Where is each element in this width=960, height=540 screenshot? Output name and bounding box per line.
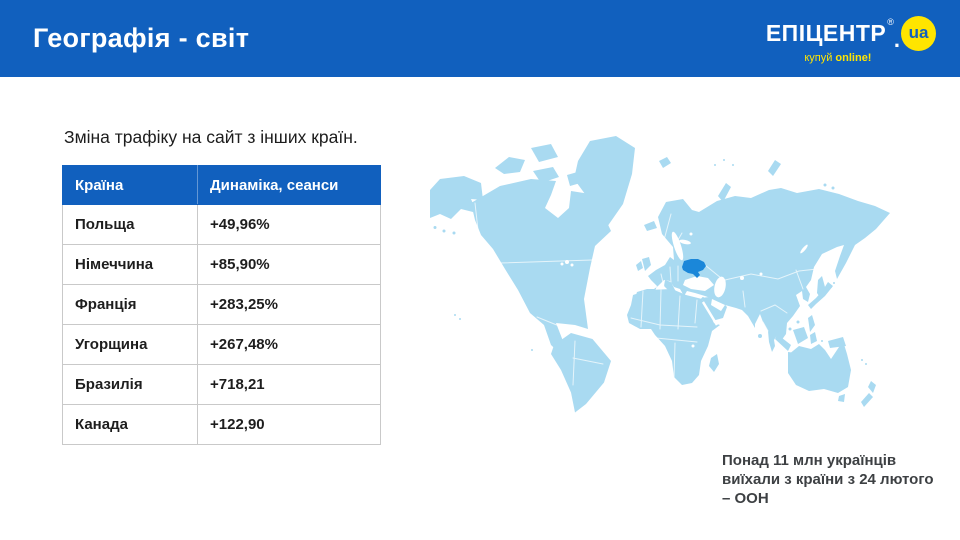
registered-mark: ® [887,16,894,27]
traffic-table-wrap: Країна Динаміка, сеанси Польща +49,96% Н… [62,165,381,445]
value-cell: +267,48% [197,324,381,365]
country-cell: Франція [62,284,198,325]
table-header-row: Країна Динаміка, сеанси [62,165,381,205]
country-cell: Польща [62,204,198,245]
table-row: Франція +283,25% [62,284,381,325]
col-country: Країна [62,165,198,205]
col-dynamics: Динаміка, сеанси [197,165,381,205]
un-note: Понад 11 млн українців виїхали з країни … [722,452,934,508]
table-caption: Зміна трафіку на сайт з інших країн. [64,127,358,147]
page-title: Географія - світ [33,23,250,53]
table-row: Канада +122,90 [62,404,381,445]
country-cell: Німеччина [62,244,198,285]
traffic-table: Країна Динаміка, сеанси Польща +49,96% Н… [62,165,381,445]
logo-dot: . [893,26,900,52]
ukraine-highlight [682,259,706,278]
value-cell: +85,90% [197,244,381,285]
value-cell: +283,25% [197,284,381,325]
country-cell: Канада [62,404,198,445]
table-row: Угорщина +267,48% [62,324,381,365]
table-row: Польща +49,96% [62,204,381,245]
value-cell: +122,90 [197,404,381,445]
value-cell: +49,96% [197,204,381,245]
value-cell: +718,21 [197,364,381,405]
world-map [430,136,890,413]
header-bar: Географія - світ ЕПІЦЕНТР ® . ua купуй o… [0,0,960,77]
country-cell: Бразилія [62,364,198,405]
logo-ua-badge: ua [901,15,936,51]
logo-brand-text: ЕПІЦЕНТР [765,19,887,46]
table-row: Бразилія +718,21 [62,364,381,405]
country-cell: Угорщина [62,324,198,365]
table-row: Німеччина +85,90% [62,244,381,285]
logo-tagline: купуй online! [804,51,872,64]
epicentr-logo: ЕПІЦЕНТР ® . ua купуй online! [765,15,936,64]
